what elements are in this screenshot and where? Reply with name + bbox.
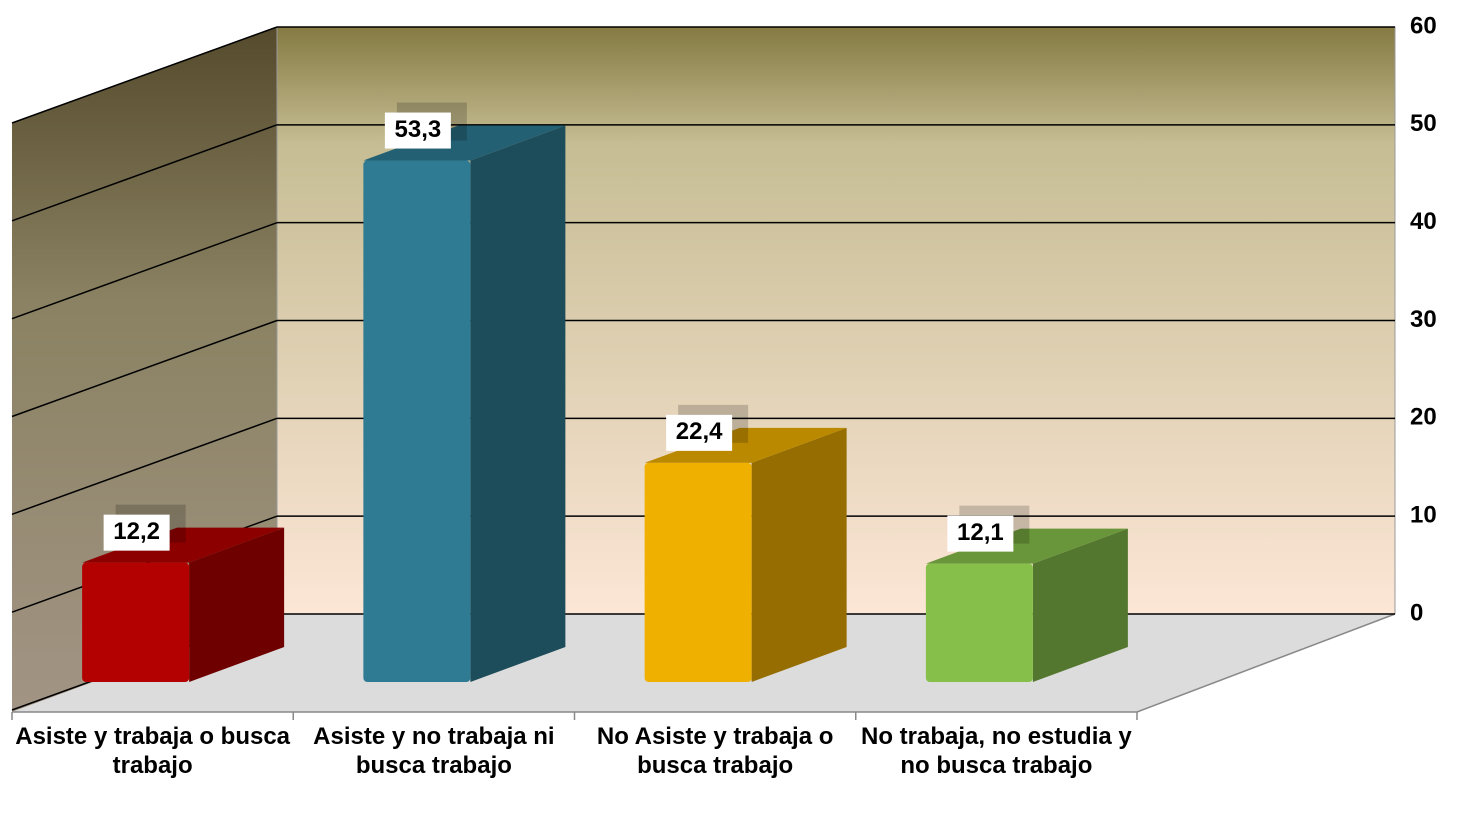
- x-tick-label: No trabaja, no estudia y no busca trabaj…: [861, 723, 1132, 779]
- grid-line-side: [11, 221, 278, 320]
- bar-side: [470, 125, 566, 682]
- grid-line-side: [11, 417, 278, 516]
- bar: [82, 562, 190, 682]
- y-tick-label: 50: [1410, 110, 1437, 137]
- y-tick-label: 20: [1410, 404, 1437, 431]
- grid-line-side: [11, 26, 278, 124]
- bar: [644, 462, 752, 682]
- floor-edge: [1136, 613, 1396, 713]
- bar-side: [751, 427, 847, 682]
- grid-line-side: [11, 124, 278, 222]
- value-label-box: [384, 112, 451, 149]
- y-tick-label: 40: [1410, 208, 1437, 235]
- value-label-box: [103, 514, 170, 551]
- bar-side: [1032, 528, 1128, 682]
- x-tick-label: Asiste y no trabaja ni busca trabajo: [313, 723, 555, 779]
- y-tick-label: 0: [1410, 599, 1423, 626]
- y-tick-label: 30: [1410, 306, 1437, 333]
- bar: [363, 160, 471, 682]
- y-tick-label: 10: [1410, 502, 1437, 529]
- value-label: 53,3: [395, 116, 442, 143]
- bar-top: [363, 125, 566, 161]
- bar-side: [189, 527, 285, 682]
- x-tick-label: No Asiste y trabaja o busca trabajo: [596, 723, 834, 779]
- value-label: 12,1: [957, 519, 1004, 546]
- value-label-box: [947, 515, 1014, 552]
- grid-line-side: [11, 319, 278, 418]
- bar-top: [644, 427, 847, 463]
- bar: [925, 563, 1033, 682]
- bar-top: [925, 528, 1128, 564]
- x-tick-label: Asiste y trabaja o busca trabajo: [15, 723, 291, 779]
- value-label-box: [666, 414, 733, 451]
- bar-top: [82, 527, 285, 563]
- y-tick-label: 60: [1410, 12, 1437, 39]
- value-label: 12,2: [113, 518, 160, 545]
- value-label: 22,4: [676, 418, 723, 445]
